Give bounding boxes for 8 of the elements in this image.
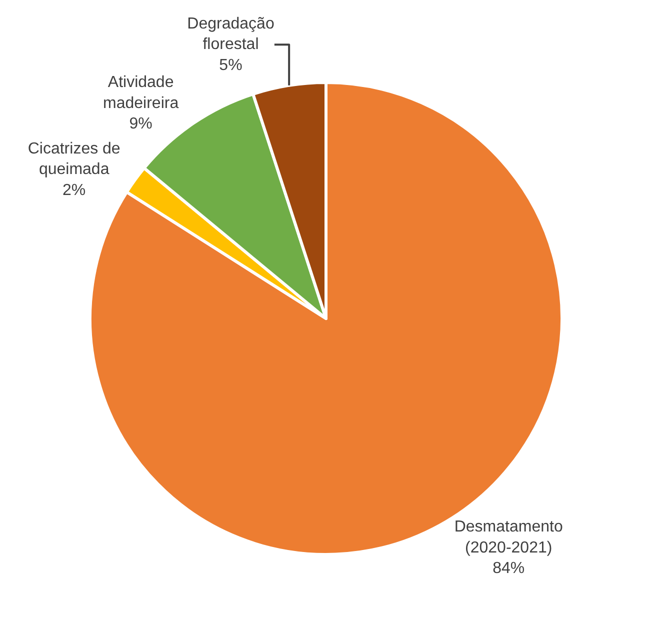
data-label: 5% [219, 56, 242, 74]
slice-label: Cicatrizes de queimada [28, 140, 120, 178]
data-label: 2% [62, 182, 86, 199]
slice-label: Atividade madeireira [103, 74, 179, 112]
slice-label: Degradação florestal [187, 15, 274, 54]
data-label: 9% [129, 116, 152, 133]
slice-label: Desmatamento (2020-2021) [454, 518, 563, 556]
data-label: 84% [492, 560, 525, 578]
